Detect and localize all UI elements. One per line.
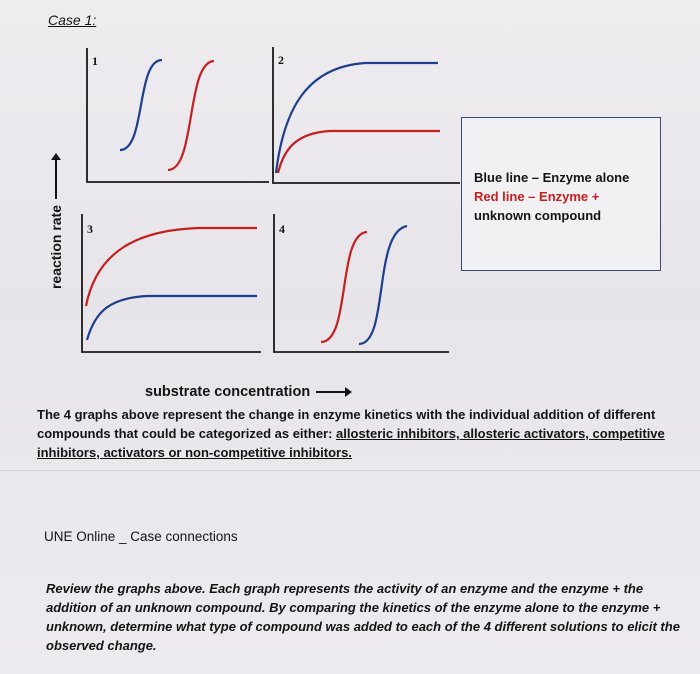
x-axis-label-text: substrate concentration xyxy=(145,384,311,400)
graph-4-axes xyxy=(273,214,449,353)
graph-3-blue-curve xyxy=(85,294,257,341)
graph-1-svg xyxy=(86,48,269,183)
graph-1-axes xyxy=(86,48,269,183)
review-instructions: Review the graphs above. Each graph repr… xyxy=(46,581,680,653)
graph-1-blue-curve xyxy=(119,58,163,152)
legend-box: Blue line – Enzyme alone Red line – Enzy… xyxy=(461,117,661,271)
x-axis-arrow-icon xyxy=(316,387,353,397)
description-categories: allosteric inhibitors, allosteric activa… xyxy=(37,426,665,460)
section-divider xyxy=(0,470,700,471)
graph-2-red-curve xyxy=(276,129,440,174)
graph-2-blue-curve xyxy=(274,61,438,174)
graph-2-svg xyxy=(272,47,460,184)
y-axis-arrow-icon xyxy=(55,158,57,199)
footer-label: UNE Online _ Case connections xyxy=(44,529,238,544)
graph-panel-3: 3 xyxy=(79,214,289,354)
graph-4-number: 4 xyxy=(279,222,285,236)
case-title: Case 1: xyxy=(48,12,97,28)
x-axis-label: substrate concentration xyxy=(145,384,353,400)
graph-4-svg xyxy=(273,214,449,353)
graph-2-axes xyxy=(272,47,460,184)
legend-blue-line: Blue line – Enzyme alone xyxy=(474,170,630,185)
graph-4-blue-curve xyxy=(358,224,408,346)
graph-4-red-curve xyxy=(320,230,368,344)
graph-3-red-curve xyxy=(84,226,257,307)
graph-2-number: 2 xyxy=(278,53,284,67)
legend-red-line-cont: unknown compound xyxy=(474,208,602,223)
description-plain: The 4 graphs above represent the change … xyxy=(37,407,656,441)
y-axis-label-text: reaction rate xyxy=(48,204,64,290)
graph-1-number: 1 xyxy=(92,54,98,68)
graph-3-axes xyxy=(81,214,261,353)
y-axis-label: reaction rate xyxy=(45,149,67,299)
graph-panel-2: 2 xyxy=(270,47,480,187)
legend-red-line: Red line – Enzyme + xyxy=(474,189,600,204)
graph-3-number: 3 xyxy=(87,222,93,236)
graph-1-red-curve xyxy=(167,59,215,172)
description-paragraph: The 4 graphs above represent the change … xyxy=(37,405,667,462)
graph-panel-4: 4 xyxy=(271,214,481,354)
graph-panel-1: 1 xyxy=(84,48,294,188)
graph-3-svg xyxy=(81,214,261,353)
